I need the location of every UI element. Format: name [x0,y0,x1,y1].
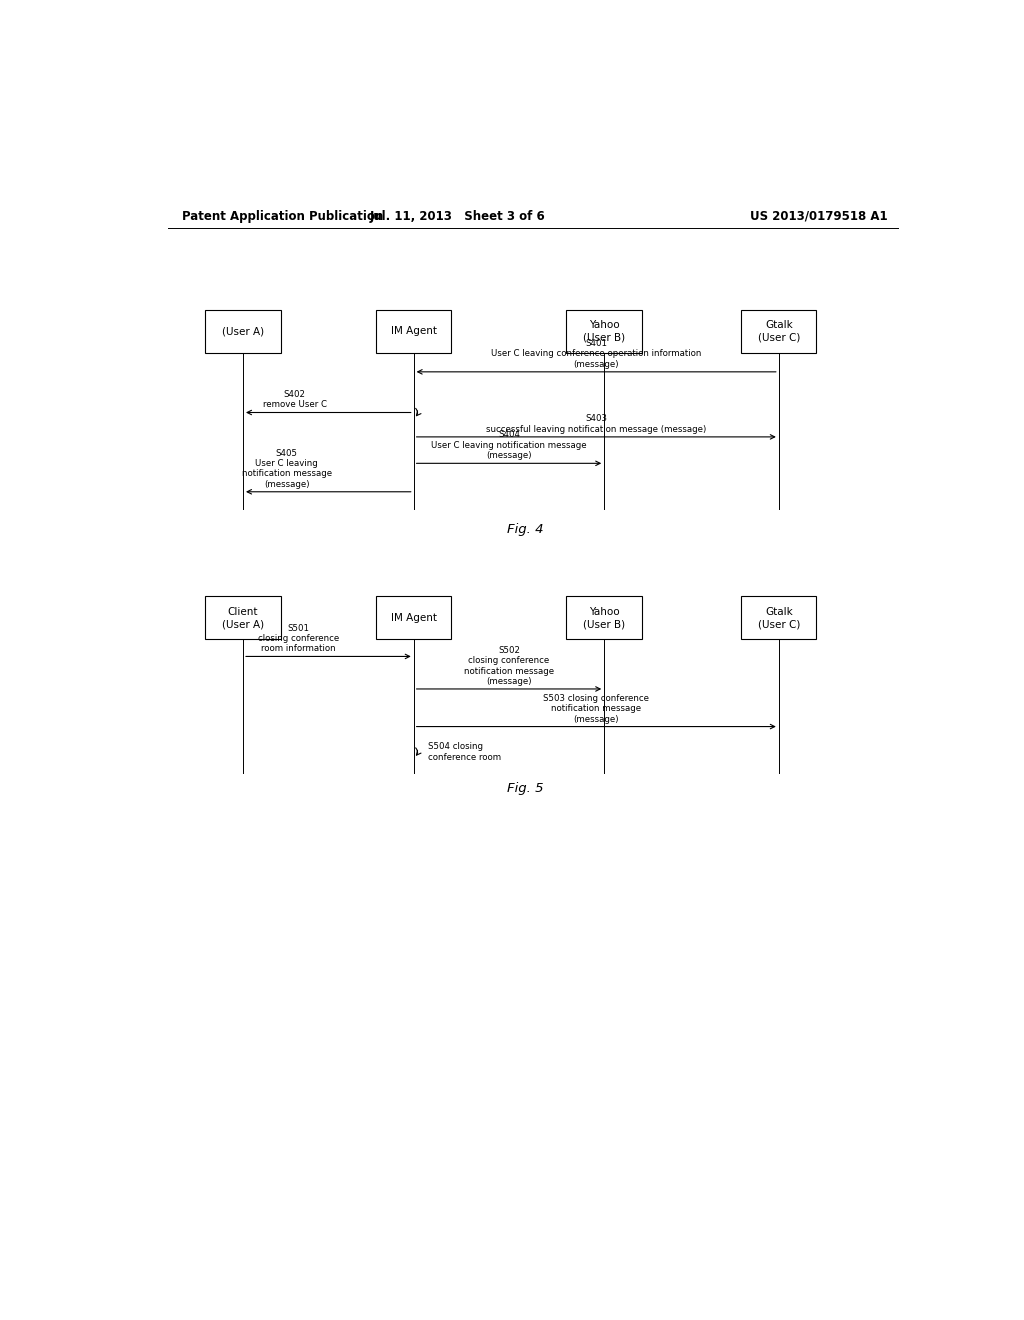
Text: Yahoo
(User B): Yahoo (User B) [583,319,626,342]
Text: S501
closing conference
room information: S501 closing conference room information [258,623,339,653]
Bar [206,597,281,639]
Text: Fig. 5: Fig. 5 [507,781,543,795]
Bar [206,310,281,352]
Text: Yahoo
(User B): Yahoo (User B) [583,607,626,630]
Text: (User A): (User A) [222,326,264,337]
Bar [376,310,452,352]
Text: S402
remove User C: S402 remove User C [262,389,327,409]
Bar [376,597,452,639]
Text: Jul. 11, 2013   Sheet 3 of 6: Jul. 11, 2013 Sheet 3 of 6 [370,210,545,223]
Bar [741,597,816,639]
Text: S403
successful leaving notification message (message): S403 successful leaving notification mes… [486,414,707,434]
Text: Client
(User A): Client (User A) [222,607,264,630]
Text: S502
closing conference
notification message
(message): S502 closing conference notification mes… [464,645,554,686]
Bar [566,597,642,639]
Text: S405
User C leaving
notification message
(message): S405 User C leaving notification message… [242,449,332,488]
Text: S504 closing
conference room: S504 closing conference room [428,742,501,762]
Text: Gtalk
(User C): Gtalk (User C) [758,607,800,630]
Text: US 2013/0179518 A1: US 2013/0179518 A1 [750,210,887,223]
Bar [566,310,642,352]
Text: IM Agent: IM Agent [391,326,436,337]
Text: IM Agent: IM Agent [391,612,436,623]
Text: S503 closing conference
notification message
(message): S503 closing conference notification mes… [543,694,649,723]
Text: Fig. 4: Fig. 4 [507,523,543,536]
Bar [741,310,816,352]
Text: Gtalk
(User C): Gtalk (User C) [758,319,800,342]
Text: S404
User C leaving notification message
(message): S404 User C leaving notification message… [431,430,587,461]
Text: S401
User C leaving conference operation information
(message): S401 User C leaving conference operation… [492,339,701,368]
Text: Patent Application Publication: Patent Application Publication [182,210,383,223]
